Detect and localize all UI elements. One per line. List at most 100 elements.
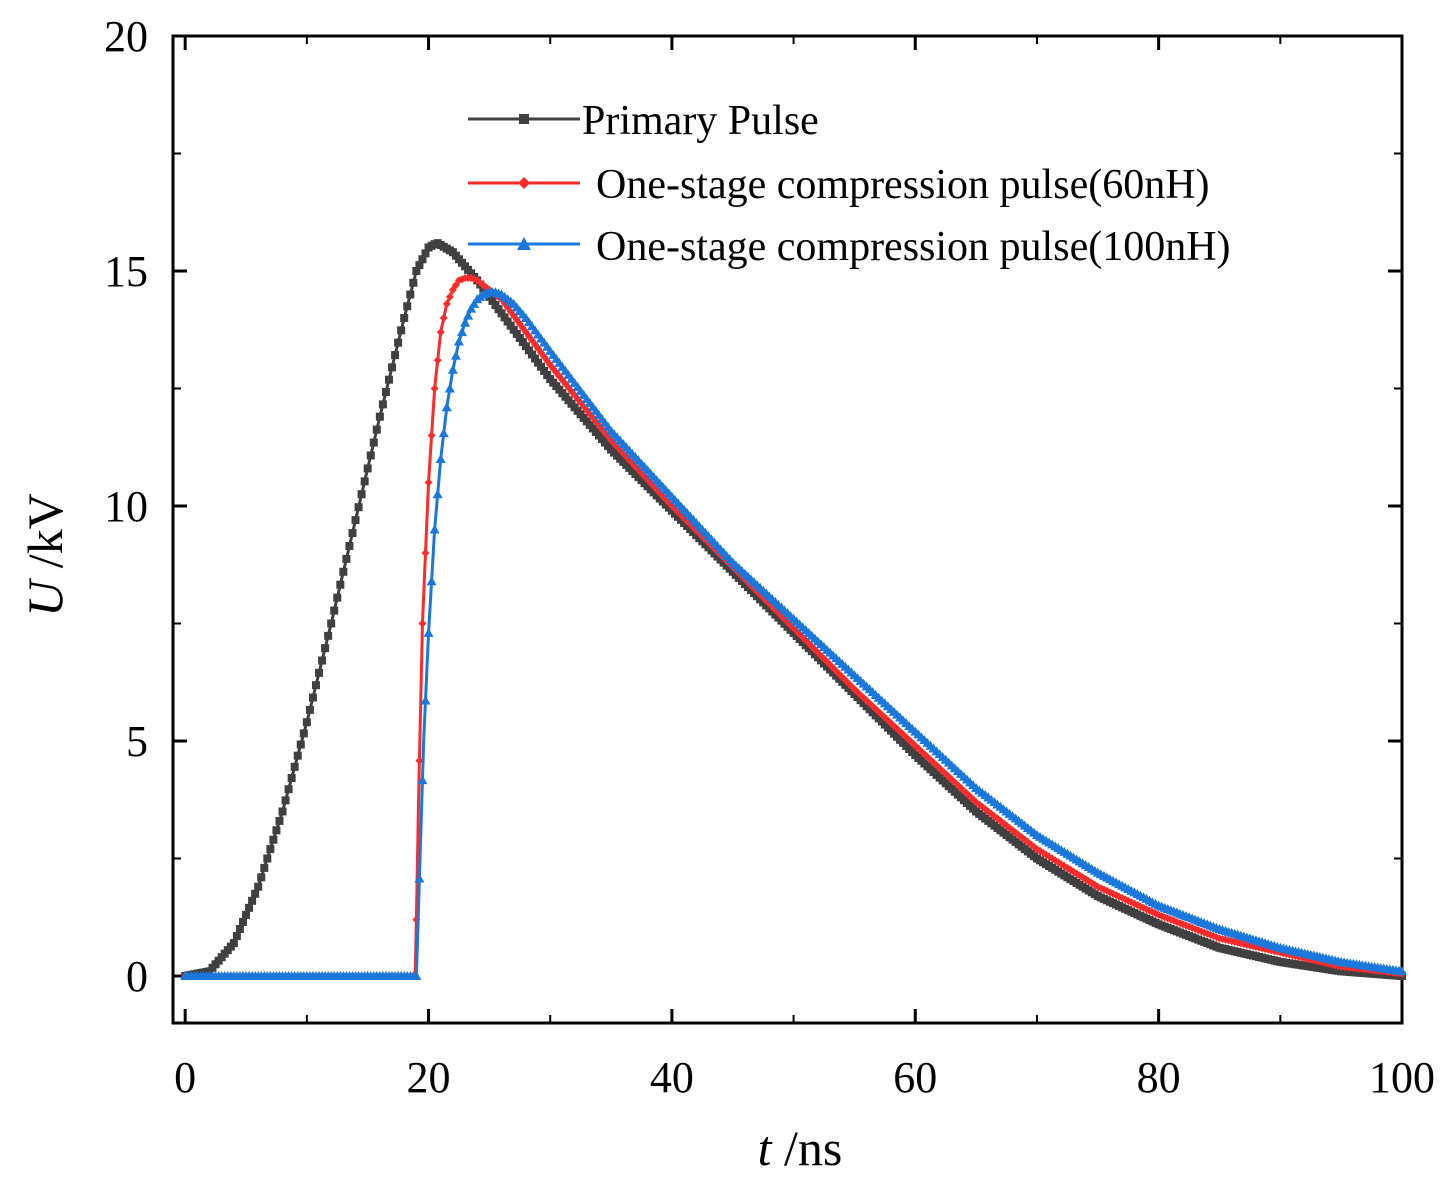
marker-square [275, 816, 284, 825]
marker-square [293, 751, 302, 760]
x-tick-label: 0 [174, 1053, 196, 1102]
marker-diamond [439, 314, 448, 322]
series-markers [181, 239, 1406, 980]
legend-triangle-marker-icon [517, 237, 531, 250]
marker-triangle [1397, 966, 1407, 976]
x-tick-label: 100 [1369, 1053, 1435, 1102]
marker-square [345, 541, 354, 550]
marker-triangle [411, 971, 422, 980]
marker-square [299, 729, 308, 738]
legend-label-primary: Primary Pulse [582, 98, 819, 144]
marker-square [263, 854, 272, 863]
marker-square [296, 740, 305, 749]
marker-square [269, 835, 278, 844]
marker-square [534, 358, 543, 367]
legend-label-100nh: One-stage compression pulse(100nH) [596, 224, 1231, 270]
marker-square [287, 774, 296, 783]
marker-square [357, 490, 366, 499]
marker-square [491, 301, 500, 310]
marker-square [284, 785, 293, 794]
x-axis-var: t [758, 1120, 773, 1176]
x-tick-label: 40 [650, 1053, 694, 1102]
marker-square [375, 412, 384, 421]
marker-triangle [444, 383, 455, 393]
marker-triangle [456, 327, 467, 337]
marker-diamond [427, 431, 436, 440]
marker-square [421, 249, 430, 258]
marker-square [260, 863, 269, 872]
marker-square [503, 317, 512, 326]
marker-square [363, 464, 372, 473]
marker-square [521, 342, 530, 351]
y-tick-label: 20 [104, 12, 148, 61]
marker-square [351, 516, 360, 525]
marker-square [524, 346, 533, 355]
marker-square [488, 296, 497, 305]
marker-square [418, 255, 427, 264]
marker-triangle [423, 627, 434, 637]
marker-square [369, 438, 378, 447]
marker-triangle [429, 524, 440, 534]
marker-square [308, 693, 317, 702]
legend-item-60nh: One-stage compression pulse(60nH) [468, 162, 1210, 208]
marker-square [512, 329, 521, 338]
marker-square [232, 932, 241, 941]
marker-square [305, 705, 314, 714]
marker-diamond [445, 292, 454, 301]
marker-square [409, 278, 418, 287]
marker-square [235, 925, 244, 933]
marker-diamond [430, 384, 439, 393]
y-axis-label: U /kV [17, 493, 73, 617]
marker-diamond [421, 549, 430, 557]
marker-square [257, 873, 266, 882]
marker-square [381, 388, 390, 397]
y-axis-var: U [17, 578, 73, 617]
marker-square [384, 375, 393, 384]
series-markers [180, 287, 1407, 980]
x-tick-label: 20 [407, 1053, 451, 1102]
marker-square [531, 354, 540, 363]
marker-triangle [447, 364, 458, 374]
marker-square [403, 302, 412, 311]
marker-triangle [441, 402, 452, 412]
marker-square [254, 882, 263, 891]
marker-square [348, 529, 357, 538]
marker-square [540, 366, 549, 375]
marker-triangle [435, 454, 446, 463]
marker-square [506, 321, 515, 330]
marker-square [527, 350, 536, 359]
marker-triangle [453, 336, 464, 346]
marker-square [311, 681, 320, 690]
marker-square [336, 580, 345, 589]
series-1 [181, 239, 1406, 980]
marker-square [394, 338, 403, 347]
marker-square [391, 351, 400, 360]
marker-diamond [418, 619, 427, 628]
marker-square [251, 889, 260, 898]
marker-triangle [450, 350, 461, 360]
marker-square [372, 425, 381, 434]
legend-diamond-marker-icon [518, 177, 530, 189]
marker-square [515, 333, 524, 342]
series-2 [181, 274, 1406, 980]
marker-square [406, 290, 415, 299]
marker-square [537, 362, 546, 371]
marker-triangle [420, 695, 431, 705]
marker-square [281, 796, 290, 805]
marker-square [333, 593, 342, 602]
marker-square [388, 363, 397, 372]
marker-triangle [466, 303, 477, 313]
y-tick-label: 0 [126, 952, 148, 1001]
marker-square [266, 845, 275, 854]
marker-square [494, 305, 503, 314]
y-tick-label: 10 [104, 482, 148, 531]
x-tick-label: 60 [893, 1053, 937, 1102]
marker-square [354, 503, 363, 512]
legend: Primary Pulse One-stage compression puls… [468, 98, 1231, 270]
marker-diamond [433, 356, 442, 365]
marker-square [412, 267, 421, 275]
x-tick-label: 80 [1137, 1053, 1181, 1102]
series-line [184, 241, 1403, 978]
marker-triangle [438, 428, 449, 438]
